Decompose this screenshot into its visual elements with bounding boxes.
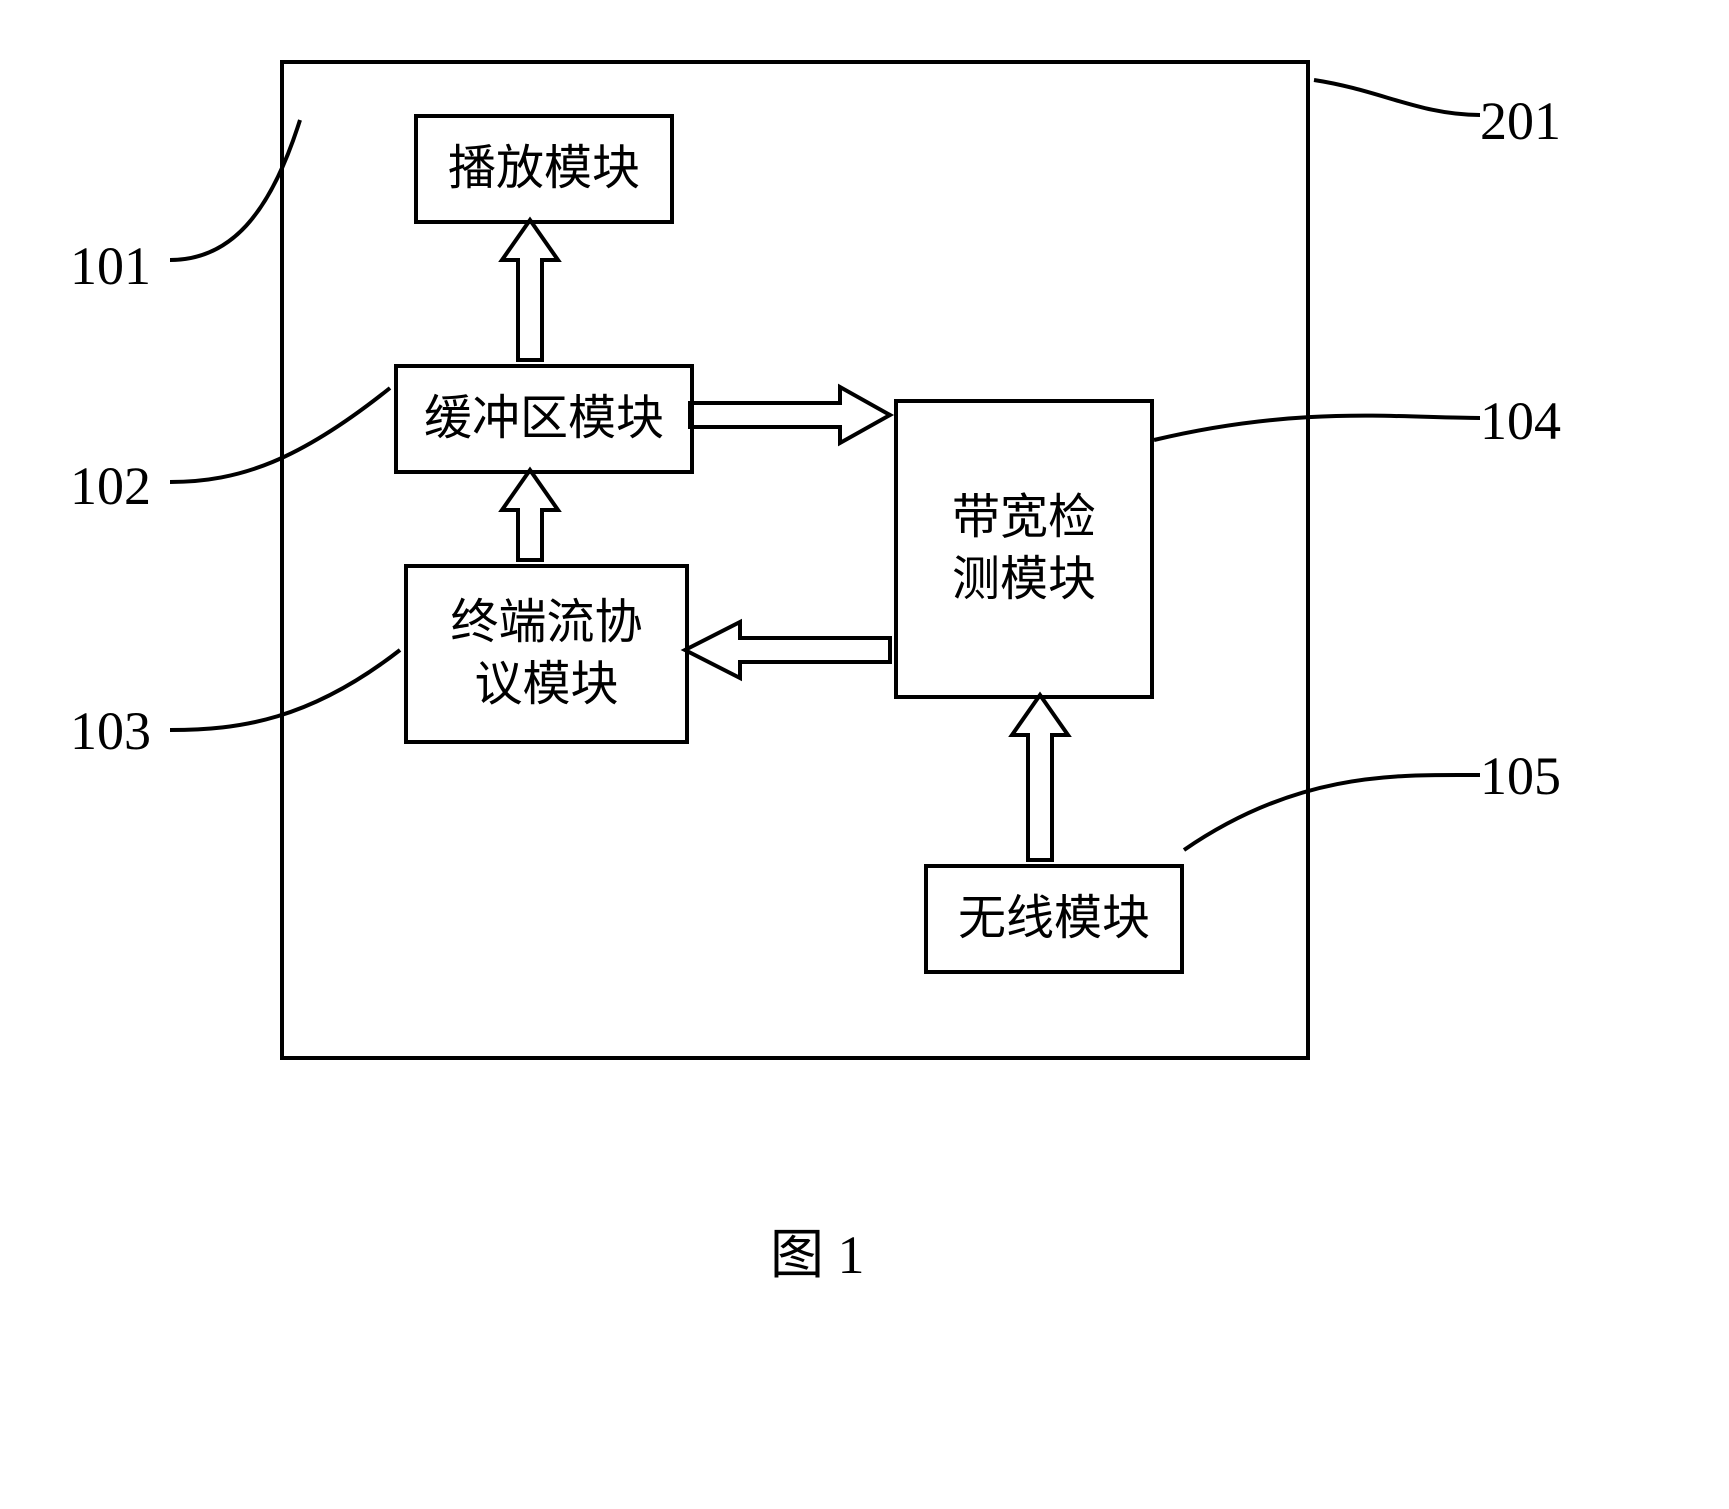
label-201: 201 xyxy=(1480,90,1561,152)
block-play: 播放模块 xyxy=(414,114,674,224)
block-protocol: 终端流协 议模块 xyxy=(404,564,689,744)
block-protocol-label: 终端流协 议模块 xyxy=(450,592,642,717)
diagram-container: 播放模块 缓冲区模块 终端流协 议模块 带宽检 测模块 无线模块 xyxy=(280,60,1310,1060)
label-103: 103 xyxy=(70,700,151,762)
label-104: 104 xyxy=(1480,390,1561,452)
block-bandwidth: 带宽检 测模块 xyxy=(894,399,1154,699)
label-102: 102 xyxy=(70,455,151,517)
block-buffer-label: 缓冲区模块 xyxy=(424,388,664,450)
label-105: 105 xyxy=(1480,745,1561,807)
figure-caption: 图 1 xyxy=(770,1210,865,1289)
block-wireless: 无线模块 xyxy=(924,864,1184,974)
block-play-label: 播放模块 xyxy=(448,138,640,200)
block-bandwidth-label: 带宽检 测模块 xyxy=(952,487,1096,612)
label-101: 101 xyxy=(70,235,151,297)
block-buffer: 缓冲区模块 xyxy=(394,364,694,474)
block-wireless-label: 无线模块 xyxy=(958,888,1150,950)
